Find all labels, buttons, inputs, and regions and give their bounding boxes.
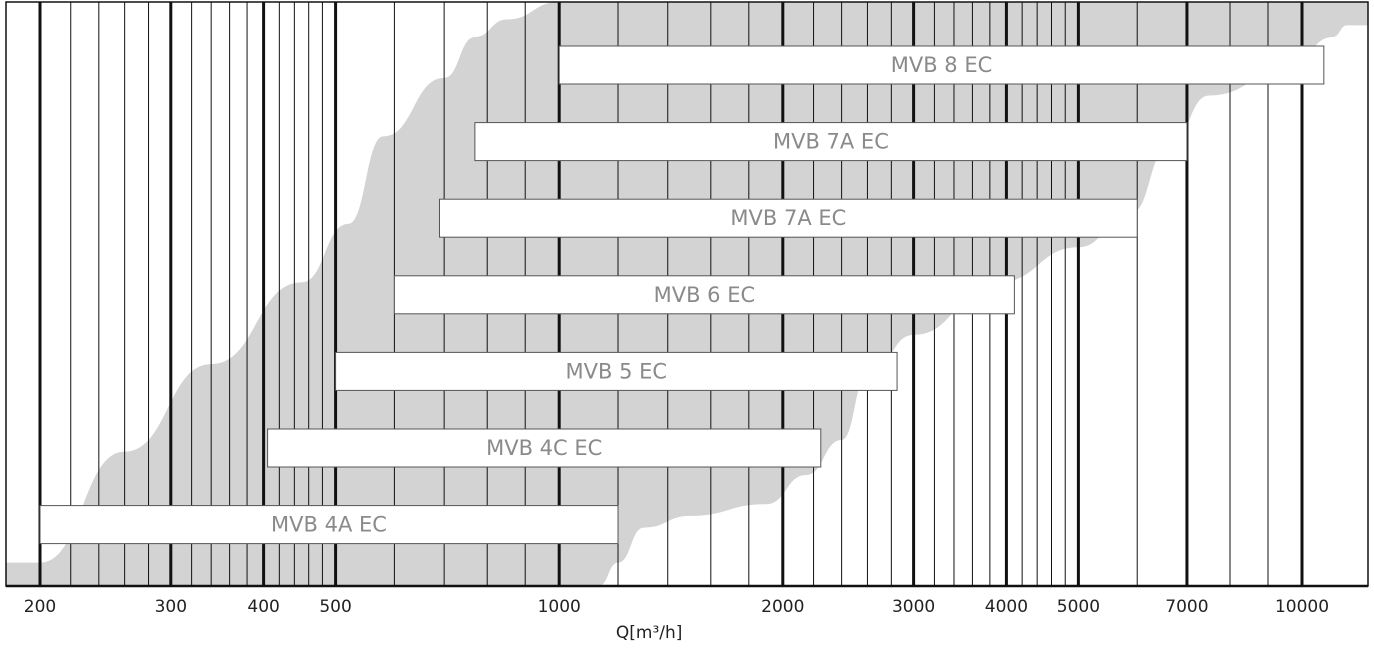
x-tick-labels: 200 300 400 500 1000 2000 3000 4000 5000 7000 1000… <box>24 597 1329 617</box>
range-bar <box>335 351 898 391</box>
range-bar <box>474 122 1188 162</box>
range-bar-label: MVB 4A EC <box>271 513 387 537</box>
x-tick-label: 5000 <box>1057 597 1100 617</box>
range-bar-label: MVB 8 EC <box>891 53 993 77</box>
x-tick-label: 200 <box>24 597 56 617</box>
range-bar <box>558 45 1325 85</box>
range-bar-label: MVB 7A EC <box>730 206 846 230</box>
range-bar-label: MVB 6 EC <box>654 283 756 307</box>
range-bar-label: MVB 5 EC <box>566 359 668 383</box>
x-tick-label: 1000 <box>538 597 581 617</box>
x-tick-label: 500 <box>319 597 351 617</box>
range-bar-label: MVB 4C EC <box>486 436 602 460</box>
x-tick-label: 7000 <box>1165 597 1208 617</box>
x-tick-label: 300 <box>155 597 187 617</box>
range-bar <box>438 198 1138 238</box>
range-bar <box>39 505 619 545</box>
x-tick-label: 400 <box>247 597 279 617</box>
x-tick-label: 3000 <box>892 597 935 617</box>
range-bar <box>267 428 822 468</box>
x-axis-title: Q[m³/h] <box>616 623 683 643</box>
range-bar <box>393 275 1015 315</box>
gridlines <box>5 1 1369 588</box>
range-bar-label: MVB 7A EC <box>773 130 889 154</box>
fan-range-bars: MVB 8 EC MVB 7A EC MVB 7A EC MVB 6 EC MVB 5 … <box>39 45 1325 545</box>
x-tick-label: 2000 <box>761 597 804 617</box>
x-tick-label: 10000 <box>1275 597 1329 617</box>
x-tick-label: 4000 <box>985 597 1028 617</box>
